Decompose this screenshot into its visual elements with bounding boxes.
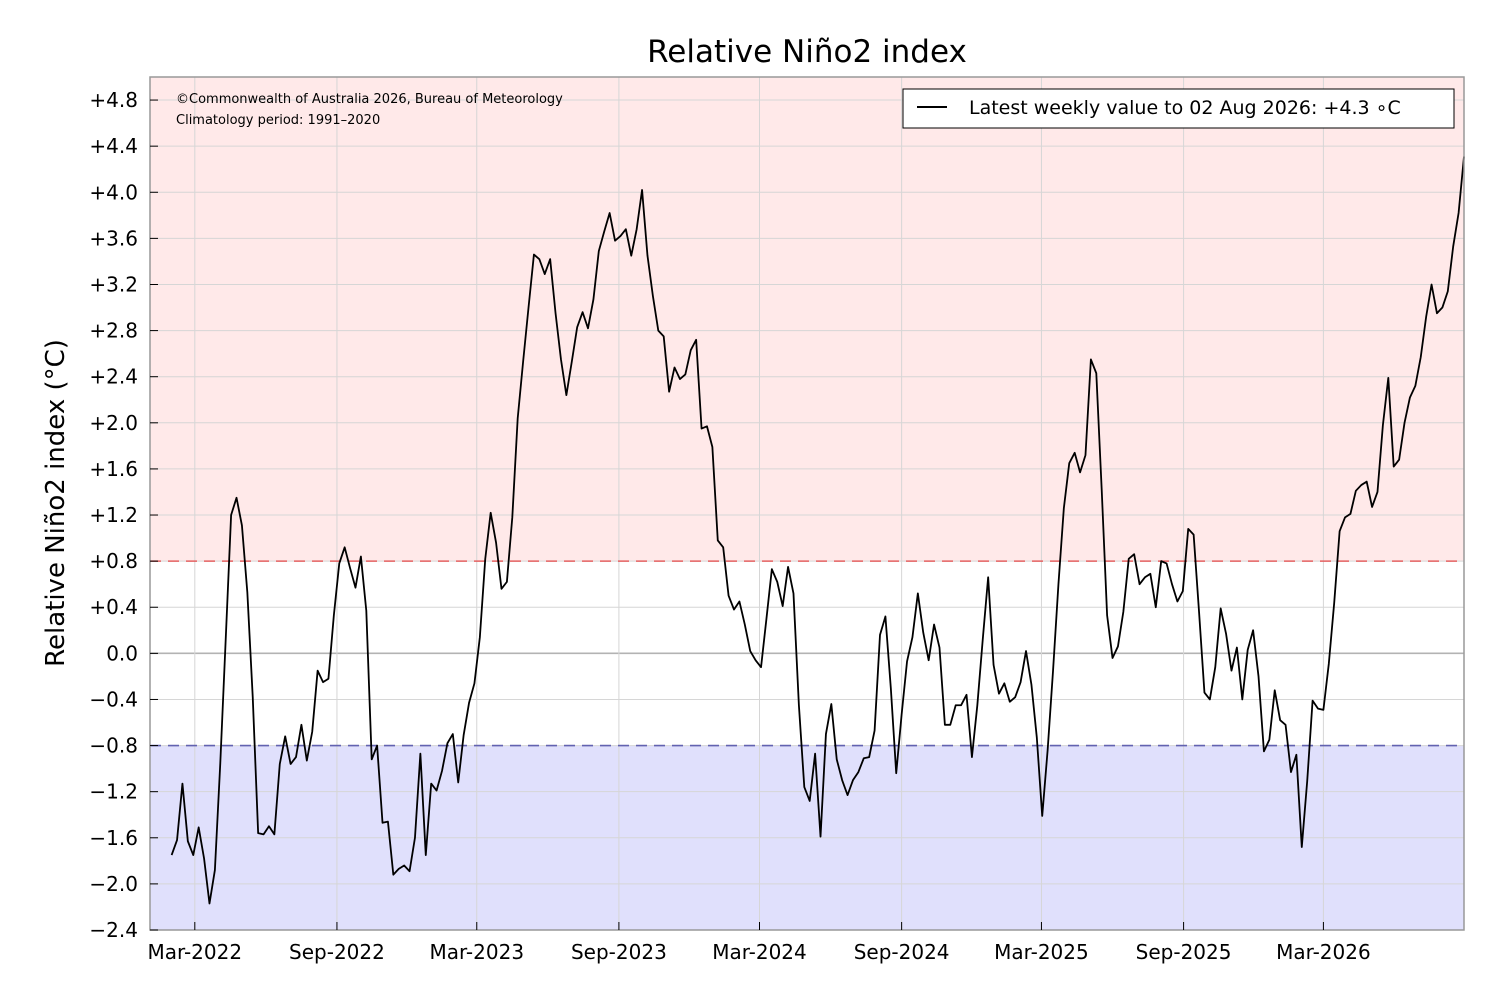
- y-tick-label: −1.2: [89, 780, 138, 804]
- x-tick-label: Mar-2022: [148, 940, 243, 964]
- threshold-lines: [150, 560, 1464, 747]
- y-tick-label: +4.0: [89, 180, 138, 204]
- legend-label: Latest weekly value to 02 Aug 2026: +4.3…: [969, 97, 1401, 119]
- y-axis-ticks: −2.4 −2.0 −1.6 −1.2 −0.8 −0.4 0.0 +0.4 +0.8 +1.2 +…: [89, 88, 158, 942]
- x-tick-label: Sep-2025: [1136, 940, 1232, 964]
- y-tick-label: +2.0: [89, 411, 138, 435]
- x-tick-label: Mar-2025: [994, 940, 1089, 964]
- y-tick-label: +0.8: [89, 549, 138, 573]
- warm-band: [150, 77, 1464, 562]
- climatology-note: Climatology period: 1991–2020: [176, 113, 380, 128]
- chart-title: Relative Niño2 index: [647, 34, 967, 70]
- y-tick-label: −2.4: [89, 918, 138, 942]
- legend-box: [902, 88, 1455, 129]
- series-group: [170, 156, 1465, 905]
- y-tick-label: +1.6: [89, 457, 138, 481]
- legend: Latest weekly value to 02 Aug 2026: +4.3…: [902, 88, 1455, 129]
- y-tick-label: +0.4: [89, 595, 138, 619]
- y-tick-label: −1.6: [89, 826, 138, 850]
- x-tick-label: Mar-2026: [1276, 940, 1371, 964]
- copyright-note: ©Commonwealth of Australia 2026, Bureau …: [176, 92, 563, 107]
- x-axis-ticks: Mar-2022 Sep-2022 Mar-2023 Sep-2023 Mar-2024…: [148, 922, 1371, 964]
- y-tick-label: −0.8: [89, 734, 138, 758]
- x-tick-label: Mar-2023: [429, 940, 524, 964]
- y-tick-label: +4.4: [89, 134, 138, 158]
- x-tick-label: Mar-2024: [712, 940, 807, 964]
- y-tick-label: −2.0: [89, 872, 138, 896]
- y-tick-label: −0.4: [89, 687, 138, 711]
- y-tick-label: +3.2: [89, 272, 138, 296]
- plot-frame: [149, 76, 1465, 931]
- y-tick-label: +1.2: [89, 503, 138, 527]
- y-axis-label: Relative Niño2 index (°C): [41, 339, 71, 667]
- x-tick-label: Sep-2023: [571, 940, 667, 964]
- series-line: [170, 156, 1465, 905]
- x-tick-label: Sep-2022: [289, 940, 385, 964]
- threshold-bands: [150, 77, 1464, 930]
- y-tick-label: +2.8: [89, 319, 138, 343]
- y-tick-label: +4.8: [89, 88, 138, 112]
- x-tick-label: Sep-2024: [854, 940, 950, 964]
- y-tick-label: 0.0: [106, 641, 138, 665]
- y-tick-label: +3.6: [89, 226, 138, 250]
- y-tick-label: +2.4: [89, 365, 138, 389]
